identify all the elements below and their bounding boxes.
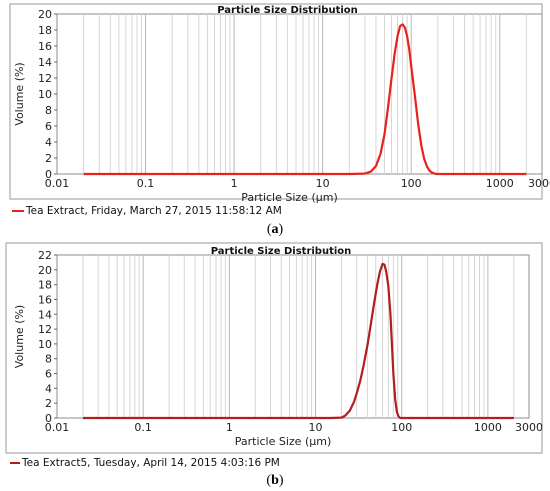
series-line [82, 262, 514, 420]
y-tick-label: 8 [45, 353, 52, 366]
plot-area [56, 13, 543, 175]
x-axis-title: Particle Size (μm) [241, 191, 338, 204]
y-tick-label: 2 [45, 397, 52, 410]
y-tick-label: 0 [45, 412, 52, 425]
x-tick-label: 1000 [486, 177, 514, 190]
panel-caption: (b) [266, 473, 283, 488]
y-tick-label: 4 [45, 382, 52, 395]
x-tick-label: 10 [309, 421, 323, 434]
x-tick-label: 10 [316, 177, 330, 190]
y-tick-label: 20 [38, 8, 52, 21]
y-tick-label: 6 [45, 368, 52, 381]
y-tick-label: 22 [38, 249, 52, 262]
y-tick-label: 4 [45, 136, 52, 149]
y-tick-label: 10 [38, 338, 52, 351]
x-tick-label: 3000 [528, 177, 550, 190]
legend-entry: Tea Extract5, Tuesday, April 14, 2015 4:… [21, 457, 280, 469]
legend-entry: Tea Extract, Friday, March 27, 2015 11:5… [25, 205, 282, 217]
y-tick-label: 0 [45, 168, 52, 181]
panel-caption-letter: b [271, 473, 279, 488]
y-tick-label: 14 [38, 56, 52, 69]
y-tick-label: 12 [38, 72, 52, 85]
plot-area [56, 254, 530, 419]
chart-title: Particle Size Distribution [217, 5, 358, 16]
y-tick-label: 18 [38, 24, 52, 37]
y-tick-label: 2 [45, 152, 52, 165]
y-tick-label: 6 [45, 120, 52, 133]
y-tick-label: 18 [38, 279, 52, 292]
x-tick-label: 100 [391, 421, 412, 434]
y-tick-label: 14 [38, 308, 52, 321]
panel-caption-letter: a [272, 222, 279, 237]
series-line [83, 23, 527, 176]
y-axis-title: Volume (%) [13, 305, 26, 368]
x-tick-label: 3000 [515, 421, 543, 434]
y-tick-label: 10 [38, 88, 52, 101]
y-axis-title: Volume (%) [13, 62, 26, 125]
y-tick-label: 16 [38, 40, 52, 53]
x-tick-label: 1 [226, 421, 233, 434]
x-tick-label: 0.01 [45, 421, 70, 434]
y-tick-label: 8 [45, 104, 52, 117]
x-tick-label: 0.1 [134, 421, 152, 434]
y-tick-label: 16 [38, 293, 52, 306]
x-tick-label: 1 [231, 177, 238, 190]
y-tick-label: 20 [38, 264, 52, 277]
chart-a: 0.01 0.1 1 10 100 1000 3000 0 2 4 6 8 10 12 14 16 18 20 Pa… [9, 3, 550, 237]
panel-caption: (a) [267, 222, 284, 237]
x-tick-label: 100 [401, 177, 422, 190]
x-axis-title: Particle Size (μm) [235, 435, 332, 448]
x-tick-label: 1000 [474, 421, 502, 434]
x-tick-label: 0.01 [45, 177, 70, 190]
y-tick-label: 12 [38, 323, 52, 336]
x-tick-label: 0.1 [137, 177, 155, 190]
chart-title: Particle Size Distribution [211, 246, 352, 257]
